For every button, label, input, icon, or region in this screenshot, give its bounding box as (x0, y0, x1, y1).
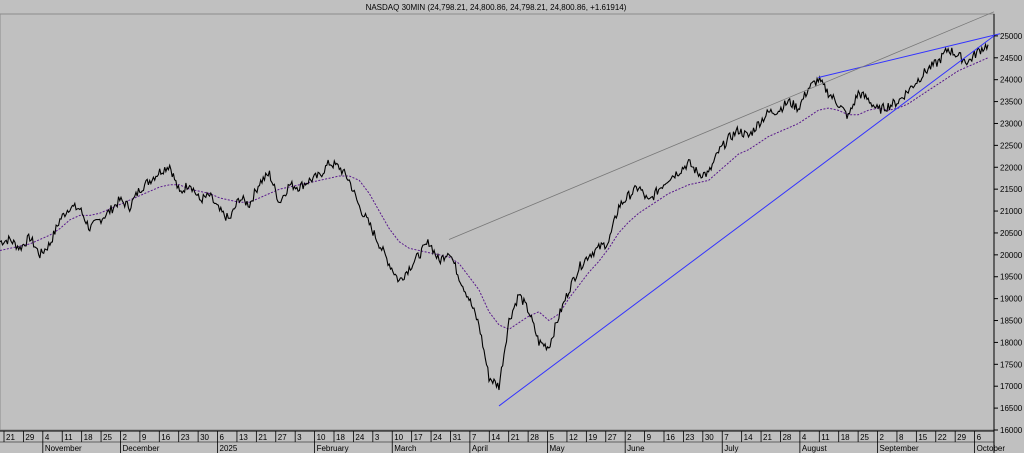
x-tick-label: 29 (957, 433, 966, 442)
x-tick-label: 4 (45, 433, 50, 442)
y-tick-label: 20500 (1000, 229, 1023, 238)
x-tick-label: 4 (802, 433, 807, 442)
x-tick-label: 25 (860, 433, 869, 442)
y-tick-label: 24500 (1000, 54, 1023, 63)
x-tick-label: 5 (550, 433, 555, 442)
x-tick-label: 28 (530, 433, 539, 442)
x-tick-label: 29 (25, 433, 34, 442)
x-tick-label: 6 (220, 433, 225, 442)
y-tick-label: 18000 (1000, 338, 1023, 347)
x-tick-label: 2 (122, 433, 127, 442)
chart-title: NASDAQ 30MIN (24,798.21, 24,800.86, 24,7… (366, 3, 627, 12)
y-tick-label: 20000 (1000, 251, 1023, 260)
x-tick-label: 31 (452, 433, 461, 442)
x-tick-label: 28 (782, 433, 791, 442)
trendline-layer (448, 11, 1001, 407)
moving-average-line (0, 57, 989, 330)
x-tick-label: 23 (685, 433, 694, 442)
y-tick-label: 16000 (1000, 426, 1023, 435)
x-tick-label: 13 (239, 433, 248, 442)
x-tick-label: 7 (724, 433, 729, 442)
x-tick-label: 18 (336, 433, 345, 442)
x-tick-label: 12 (569, 433, 578, 442)
x-tick-label: 9 (647, 433, 652, 442)
y-tick-label: 25000 (1000, 32, 1023, 41)
x-tick-label: 19 (588, 433, 597, 442)
x-tick-label: 10 (394, 433, 403, 442)
x-tick-label: 25 (103, 433, 112, 442)
month-label: November (45, 444, 82, 453)
y-tick-label: 23500 (1000, 98, 1023, 107)
x-tick-label: 27 (278, 433, 287, 442)
month-label: April (472, 444, 488, 453)
x-tick-label: 6 (977, 433, 982, 442)
y-tick-label: 19000 (1000, 295, 1023, 304)
x-tick-label: 3 (297, 433, 302, 442)
x-tick-label: 24 (433, 433, 442, 442)
x-tick-label: 22 (938, 433, 947, 442)
plot-frame (0, 13, 995, 453)
x-tick-label: 10 (317, 433, 326, 442)
x-tick-label: 23 (181, 433, 190, 442)
y-tick-label: 22000 (1000, 163, 1023, 172)
x-tick-label: 30 (705, 433, 714, 442)
x-tick-label: 21 (6, 433, 15, 442)
month-label: 2025 (220, 444, 238, 453)
month-label: October (977, 444, 1006, 453)
month-label: May (550, 444, 565, 453)
y-tick-label: 19500 (1000, 273, 1023, 282)
month-label: March (394, 444, 416, 453)
x-tick-label: 16 (666, 433, 675, 442)
month-label: July (724, 444, 738, 453)
month-label: February (317, 444, 349, 453)
month-label: June (627, 444, 645, 453)
month-label: December (122, 444, 159, 453)
x-tick-label: 21 (258, 433, 267, 442)
x-axis: 21 29 4 11 18 25 2 9 16 23 30 6 13 21 27 3 10 18 24 3 10 17 24… (3, 431, 1006, 453)
y-axis: 16000 16500 17000 17500 18000 18500 19000 19500… (994, 32, 1023, 435)
price-line (0, 42, 989, 391)
x-tick-label: 18 (841, 433, 850, 442)
x-tick-label: 21 (511, 433, 520, 442)
x-tick-label: 11 (64, 433, 73, 442)
y-tick-label: 22500 (1000, 141, 1023, 150)
y-tick-label: 17500 (1000, 360, 1023, 369)
x-tick-label: 30 (200, 433, 209, 442)
x-tick-label: 9 (142, 433, 147, 442)
y-tick-label: 21500 (1000, 185, 1023, 194)
x-tick-label: 27 (608, 433, 617, 442)
resistance-trendline (818, 33, 1001, 78)
y-tick-label: 18500 (1000, 317, 1023, 326)
x-tick-label: 7 (472, 433, 477, 442)
x-tick-label: 14 (491, 433, 500, 442)
x-tick-label: 11 (821, 433, 830, 442)
y-tick-label: 16500 (1000, 404, 1023, 413)
series-layer (0, 42, 989, 391)
x-tick-label: 18 (84, 433, 93, 442)
x-tick-label: 17 (414, 433, 423, 442)
x-tick-label: 21 (763, 433, 772, 442)
x-tick-label: 24 (355, 433, 364, 442)
x-tick-label: 14 (744, 433, 753, 442)
x-tick-label: 2 (627, 433, 632, 442)
y-tick-label: 23000 (1000, 119, 1023, 128)
y-tick-label: 17000 (1000, 382, 1023, 391)
x-tick-label: 3 (375, 433, 380, 442)
support-trendline (498, 35, 995, 407)
channel-trendline (448, 11, 995, 240)
y-tick-label: 21000 (1000, 207, 1023, 216)
month-label: August (802, 444, 828, 453)
x-tick-label: 15 (918, 433, 927, 442)
x-tick-label: 8 (899, 433, 904, 442)
x-tick-label: 16 (161, 433, 170, 442)
x-tick-label: 2 (880, 433, 885, 442)
y-tick-label: 24000 (1000, 76, 1023, 85)
month-label: September (880, 444, 919, 453)
plot-border (0, 13, 995, 431)
